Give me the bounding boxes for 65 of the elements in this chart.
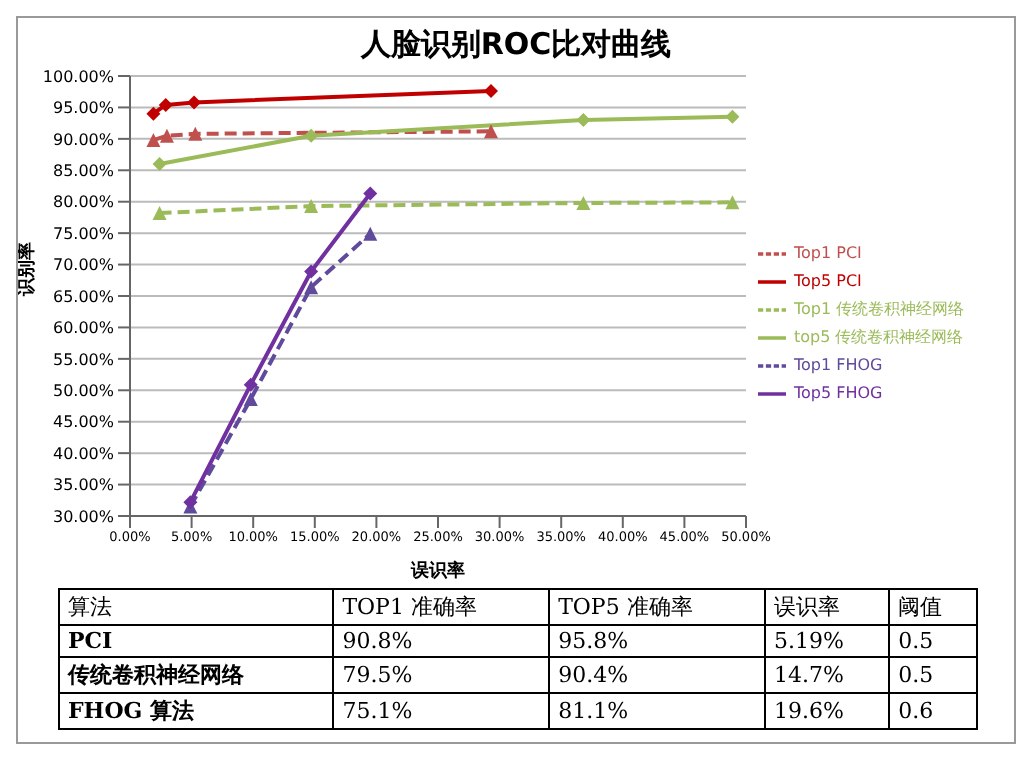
y-tick-label: 70.00% [52, 256, 115, 275]
y-tick-label: 100.00% [42, 67, 115, 86]
point [483, 84, 498, 99]
point [304, 280, 319, 295]
point [363, 226, 378, 241]
point [304, 128, 319, 143]
point [243, 377, 258, 392]
text: 90.8% [333, 625, 550, 657]
text: 0.6 [889, 693, 977, 729]
point [304, 264, 319, 279]
text: 95.8% [549, 625, 765, 657]
text: PCI [59, 625, 334, 657]
text: 0.5 [889, 657, 977, 693]
legend-label: top5 传统卷积神经网络 [794, 328, 964, 347]
point [146, 133, 161, 148]
point [158, 97, 173, 112]
text: 0.5 [889, 625, 977, 657]
text: 5.19% [764, 625, 890, 657]
point [576, 195, 591, 210]
point [483, 124, 498, 139]
legend-label: Top1 传统卷积神经网络 [794, 300, 965, 319]
text: 19.6% [764, 693, 890, 729]
point [188, 126, 203, 141]
y-tick-label: 75.00% [52, 224, 115, 243]
text: 81.1% [549, 693, 765, 729]
point [363, 186, 378, 201]
text: 14.7% [764, 657, 890, 693]
text: TOP1 准确率 [333, 589, 550, 625]
y-tick-label: 80.00% [52, 193, 115, 212]
legend-label: Top5 FHOG [794, 384, 883, 403]
y-tick-label: 90.00% [52, 130, 115, 149]
x-axis-title: 误识率 [409, 560, 465, 582]
y-tick-label: 85.00% [52, 161, 115, 180]
y-tick-label: 50.00% [52, 381, 115, 400]
point [576, 113, 591, 127]
y-tick-label: 30.00% [52, 507, 115, 526]
text: FHOG 算法 [59, 693, 334, 729]
y-tick-label: 55.00% [52, 350, 115, 369]
point [152, 206, 167, 221]
chart-title: 人脸识别ROC比对曲线 [358, 24, 674, 64]
y-tick-label: 60.00% [52, 319, 115, 338]
text: TOP5 准确率 [549, 589, 765, 625]
y-tick-label: 45.00% [52, 413, 115, 432]
text: 算法 [59, 589, 334, 625]
point [725, 109, 740, 124]
y-tick-label: 95.00% [52, 99, 115, 118]
point [146, 106, 161, 121]
point [159, 128, 174, 143]
point [304, 199, 319, 214]
y-tick-label: 65.00% [52, 287, 115, 306]
text: 传统卷积神经网络 [59, 657, 334, 693]
text: 阈值 [889, 589, 977, 625]
legend-label: Top5 PCI [794, 272, 862, 291]
text: 误识率 [764, 589, 890, 625]
point [187, 95, 202, 110]
text: 90.4% [549, 657, 765, 693]
point [243, 392, 258, 407]
point [725, 195, 740, 210]
y-tick-label: 35.00% [52, 476, 115, 495]
point [152, 157, 167, 171]
text: 79.5% [333, 657, 550, 693]
y-tick-label: 40.00% [52, 444, 115, 463]
text: 75.1% [333, 693, 550, 729]
legend-label: Top1 PCI [794, 244, 862, 263]
legend-label: Top1 FHOG [794, 356, 883, 375]
